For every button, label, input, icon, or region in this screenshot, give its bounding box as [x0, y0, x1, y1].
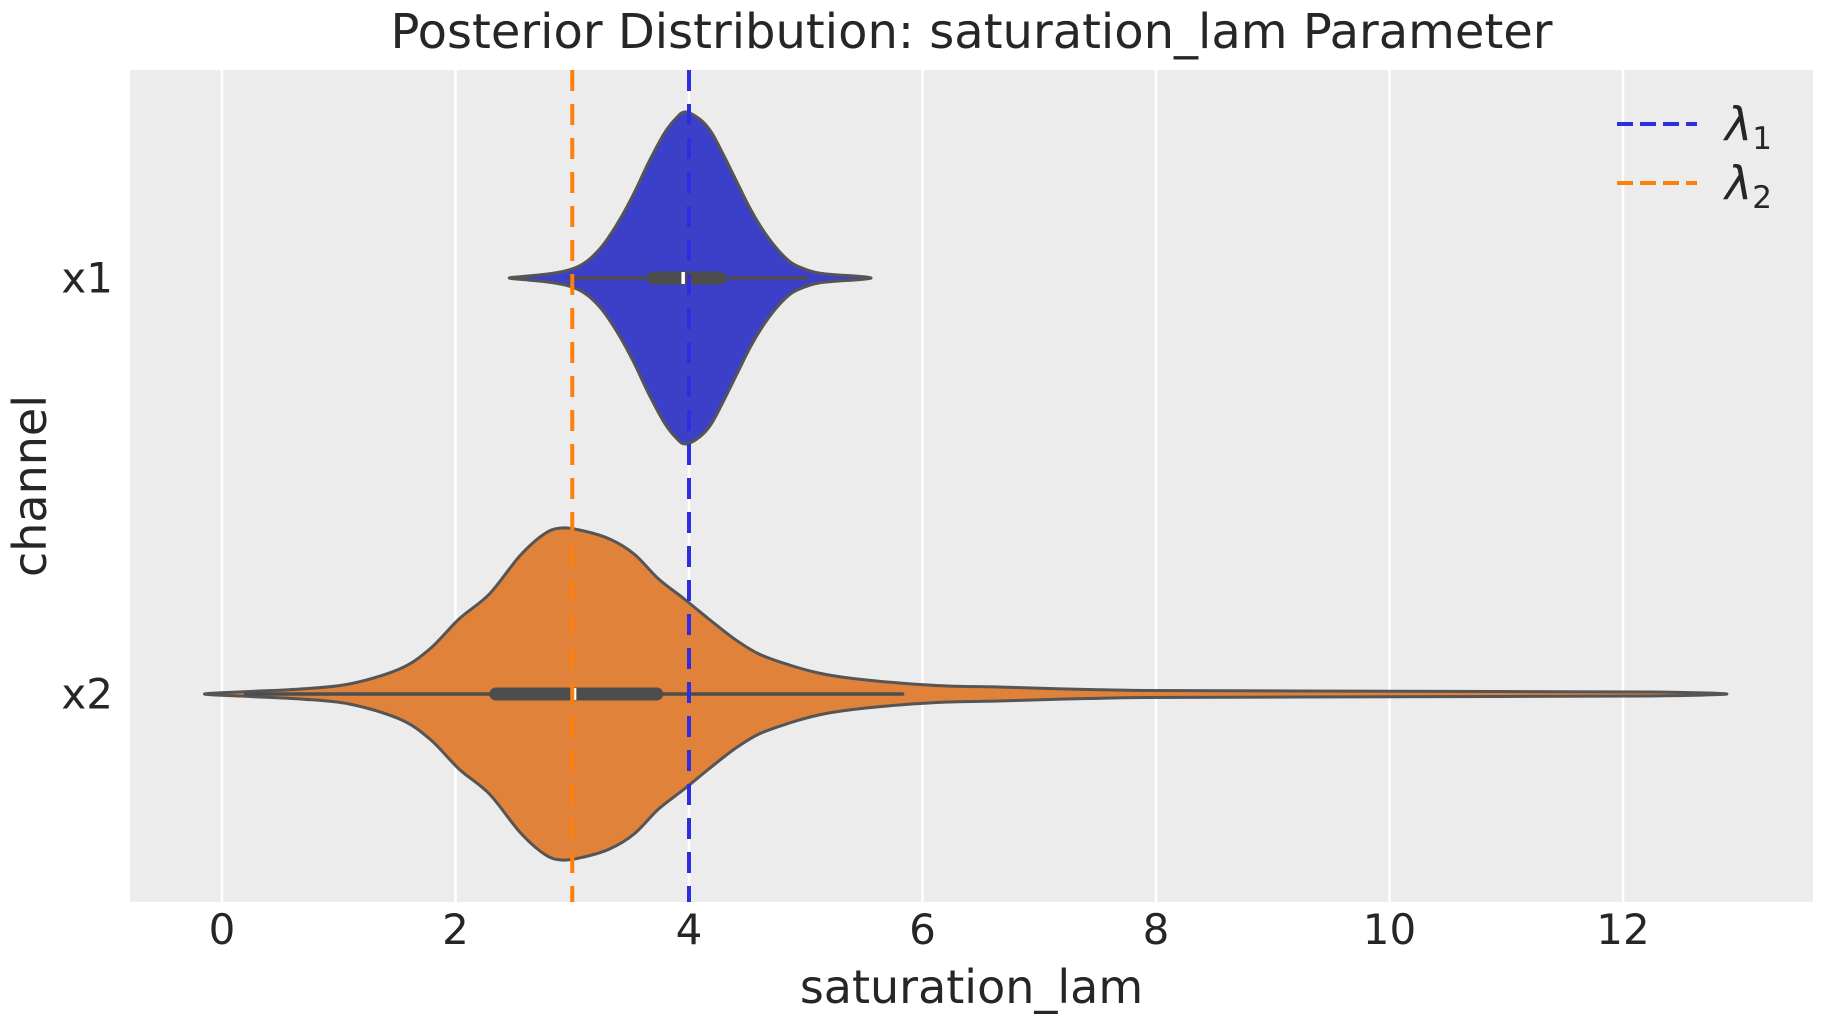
- legend-entry-lambda1: λ1: [1617, 95, 1772, 155]
- x-tick-label-10: 10: [1362, 905, 1417, 954]
- plot-area: [130, 70, 1813, 902]
- lambda2-symbol: λ: [1725, 156, 1753, 210]
- violin-x2: [203, 526, 1729, 862]
- lambda2-dashed-line-sample: [1617, 181, 1697, 185]
- x-tick-label-2: 2: [442, 905, 469, 954]
- lambda1-symbol: λ: [1725, 97, 1753, 151]
- legend-entry-lambda2: λ2: [1617, 154, 1772, 214]
- iqr-box-x2: [489, 687, 664, 701]
- y-axis-label: channel: [3, 394, 57, 578]
- lambda2-legend-label: λ2: [1725, 156, 1772, 214]
- lambda2-subscript: 2: [1752, 180, 1772, 216]
- chart-canvas: [203, 70, 1729, 902]
- lambda1-legend-label: λ1: [1725, 97, 1772, 155]
- y-tick-label-x1: x1: [61, 253, 113, 303]
- x-tick-label-4: 4: [675, 905, 703, 954]
- chart-title: Posterior Distribution: saturation_lam P…: [390, 4, 1553, 60]
- lambda1-dashed-line-sample: [1617, 122, 1697, 126]
- x-tick-label-12: 12: [1596, 905, 1650, 954]
- x-tick-label-8: 8: [1142, 905, 1170, 954]
- lambda1-subscript: 1: [1752, 121, 1772, 157]
- x-tick-label-0: 0: [208, 905, 236, 954]
- x-axis-label: saturation_lam: [799, 960, 1144, 1014]
- median-tick-x2: [572, 688, 577, 700]
- y-tick-label-x2: x2: [61, 669, 113, 719]
- x-tick-label-6: 6: [909, 905, 936, 954]
- median-tick-x1: [681, 272, 685, 284]
- iqr-box-x1: [646, 271, 727, 285]
